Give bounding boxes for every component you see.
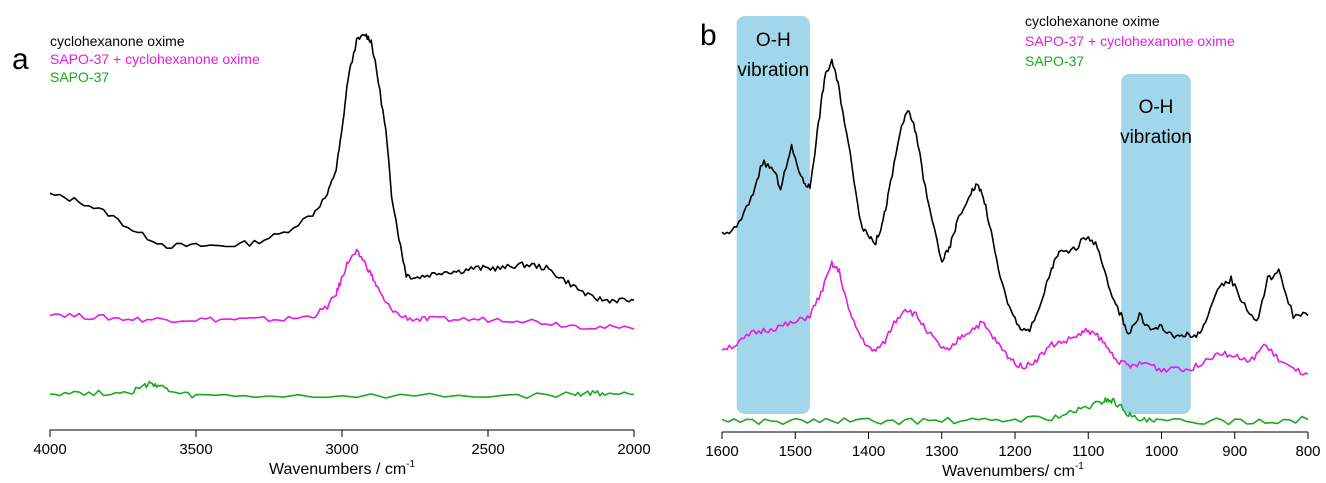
panel-a-legend-entry-1: cyclohexanone oxime (50, 33, 185, 49)
x-tick-label-800: 800 (1295, 443, 1320, 460)
panel-a-x-axis-label-main: Wavenumbers / cm (269, 461, 406, 478)
panel-b-series (721, 58, 1309, 426)
oh-vibration-label-2-line1: O-H (1139, 97, 1174, 118)
x-tick-label-1600: 1600 (705, 443, 738, 460)
x-tick-label-4000: 4000 (33, 441, 66, 458)
panel-a-legend-entry-3: SAPO-37 (50, 69, 109, 85)
panel-a-legend: cyclohexanone oxime SAPO-37 + cyclohexan… (50, 33, 260, 85)
panel-b-x-axis-label-main: Wavenumbers/ cm (942, 463, 1075, 480)
panel-b-ticks: 1600 1500 1400 1300 1200 1100 1000 900 800 (705, 432, 1321, 460)
panel-a-x-axis-label: Wavenumbers / cm-1 (269, 459, 416, 478)
panel-b-legend-entry-2: SAPO-37 + cyclohexanone oxime (1025, 33, 1235, 49)
panel-a-ticks: 4000 3500 3000 2500 2000 (33, 430, 651, 458)
x-tick-label-3500: 3500 (179, 441, 212, 458)
x-tick-label-2500: 2500 (471, 441, 504, 458)
series-line-sapo-37 (721, 397, 1309, 426)
panel-a: a 4000 3500 3000 2500 2000 cyclohexanone oxi… (12, 33, 651, 478)
series-line-cyclohexanone-oxime (721, 58, 1309, 339)
series-line-sapo-37 (49, 380, 635, 399)
x-tick-label-1500: 1500 (779, 443, 812, 460)
x-tick-label-3000: 3000 (325, 441, 358, 458)
x-tick-label-2000: 2000 (617, 441, 650, 458)
oh-vibration-highlight-2 (1121, 74, 1191, 414)
panel-b: b 1600 1500 1400 1300 1200 1100 1000 900 800 O-H… (700, 13, 1321, 480)
x-tick-label-1000: 1000 (1145, 443, 1178, 460)
oh-vibration-label-1-line2: vibration (737, 60, 809, 81)
series-line-cyclohexanone-oxime (49, 33, 635, 304)
panel-a-x-axis-label-sup: -1 (406, 459, 415, 470)
oh-vibration-label-1-line1: O-H (756, 30, 791, 51)
panel-b-legend: cyclohexanone oxime SAPO-37 + cyclohexan… (1025, 13, 1235, 69)
panel-b-legend-entry-1: cyclohexanone oxime (1025, 13, 1160, 29)
panel-b-annotations: O-H vibration O-H vibration (737, 30, 1192, 148)
x-tick-label-900: 900 (1222, 443, 1247, 460)
panel-b-letter: b (700, 19, 717, 52)
series-line-sapo-37-cyclohexanone-oxime (721, 260, 1309, 376)
panel-b-highlights (736, 16, 1191, 414)
x-tick-label-1100: 1100 (1072, 443, 1104, 460)
x-tick-label-1400: 1400 (852, 443, 885, 460)
panel-a-letter: a (12, 43, 29, 76)
panel-b-x-axis-label-sup: -1 (1075, 461, 1084, 472)
series-line-sapo-37-cyclohexanone-oxime (49, 248, 635, 330)
x-tick-label-1200: 1200 (998, 443, 1031, 460)
panel-b-legend-entry-3: SAPO-37 (1025, 53, 1084, 69)
x-tick-label-1300: 1300 (925, 443, 958, 460)
oh-vibration-label-2-line2: vibration (1120, 127, 1192, 148)
panel-a-series (49, 33, 635, 399)
panel-b-x-axis-label: Wavenumbers/ cm-1 (942, 461, 1084, 480)
oh-vibration-highlight-1 (736, 16, 810, 414)
panel-a-legend-entry-2: SAPO-37 + cyclohexanone oxime (50, 51, 260, 67)
